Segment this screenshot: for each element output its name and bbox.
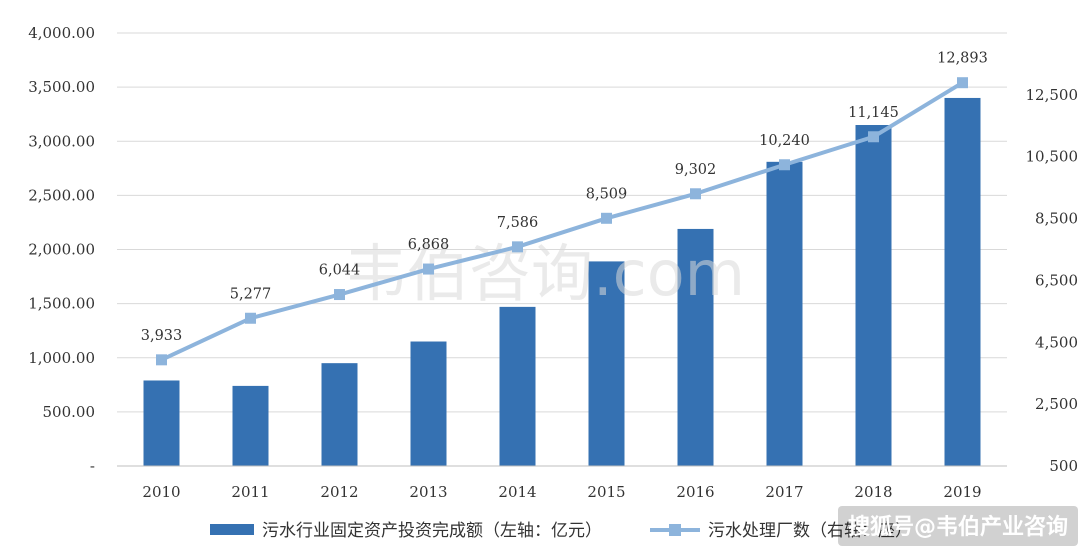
line-point	[334, 289, 345, 301]
x-tick-label: 2010	[142, 483, 180, 501]
x-tick-label: 2019	[943, 483, 981, 501]
line-point	[601, 212, 612, 224]
bar	[855, 125, 892, 466]
line-point	[423, 263, 434, 275]
line-data-label: 9,302	[675, 162, 717, 178]
x-tick-label: 2011	[231, 483, 269, 501]
x-tick-label: 2014	[498, 483, 536, 501]
bar	[321, 363, 358, 466]
line-data-label: 5,277	[230, 286, 272, 302]
left-y-tick-label: 3,000.00	[28, 132, 95, 150]
line-point	[156, 354, 167, 366]
x-tick-label: 2016	[676, 483, 714, 501]
right-y-tick-label: 8,500	[1035, 210, 1078, 228]
left-y-tick-label: 4,000.00	[28, 24, 95, 42]
line-data-label: 11,145	[848, 105, 899, 121]
line-data-label: 6,868	[408, 237, 450, 253]
line-point	[512, 241, 523, 253]
corner-watermark-text: 搜狐号@韦伯产业咨询	[848, 514, 1068, 540]
left-y-tick-label: 2,000.00	[28, 241, 95, 259]
line-point	[690, 188, 701, 200]
bar	[143, 380, 180, 466]
left-y-tick-label: 2,500.00	[28, 186, 95, 204]
bar-series	[143, 97, 981, 466]
right-y-tick-label: 4,500	[1035, 333, 1078, 351]
line-point	[779, 159, 790, 171]
right-y-tick-label: 2,500	[1035, 395, 1078, 413]
series-line	[160, 80, 964, 362]
corner-watermark: 搜狐号@韦伯产业咨询	[838, 506, 1078, 546]
legend-line-label: 污水处理厂数（右轴：座）	[708, 521, 912, 541]
left-y-axis: - 500.00 1,000.00 1,500.00 2,000.00 2,500.00 3…	[28, 24, 95, 475]
right-y-tick-label: 6,500	[1035, 271, 1078, 289]
line-series: 3,933 5,277 6,044 6,868 7,586 8,509 9,302 10,24…	[141, 51, 988, 366]
x-tick-label: 2017	[765, 483, 803, 501]
left-y-tick-label: 1,000.00	[28, 349, 95, 367]
x-tick-label: 2013	[409, 483, 447, 501]
bar	[232, 385, 269, 466]
left-y-tick-label: 3,500.00	[28, 78, 95, 96]
bar	[766, 161, 803, 466]
right-y-tick-label: 500	[1049, 457, 1078, 475]
bar	[677, 228, 714, 466]
line-data-label: 6,044	[319, 263, 361, 279]
x-tick-label: 2015	[587, 483, 625, 501]
legend-bar-label: 污水行业固定资产投资完成额（左轴：亿元）	[262, 521, 602, 541]
line-data-label: 12,893	[937, 51, 988, 67]
legend: 污水行业固定资产投资完成额（左轴：亿元） 污水处理厂数（右轴：座）	[210, 521, 912, 541]
line-data-label: 7,586	[497, 215, 539, 231]
bar	[588, 261, 625, 466]
legend-line-marker	[669, 524, 681, 536]
line-point	[957, 77, 968, 89]
line-data-label: 8,509	[586, 186, 628, 202]
right-y-tick-label: 12,500	[1026, 86, 1079, 104]
right-y-tick-label: 10,500	[1026, 148, 1079, 166]
right-y-axis: 500 2,500 4,500 6,500 8,500 10,500 12,500	[1026, 86, 1079, 475]
x-axis: 2010 2011 2012 2013 2014 2015 2016 2017 2018 2019	[117, 465, 1007, 501]
x-tick-label: 2018	[854, 483, 892, 501]
line-data-label: 10,240	[759, 133, 810, 149]
left-y-tick-label: 500.00	[43, 403, 96, 421]
bar	[499, 306, 536, 466]
line-data-label: 3,933	[141, 328, 183, 344]
bar	[944, 97, 981, 466]
legend-bar-swatch	[210, 524, 254, 535]
watermark-text: 韦伯咨询.com	[345, 237, 745, 310]
left-y-tick-label: 1,500.00	[28, 295, 95, 313]
line-point	[868, 131, 879, 143]
bar	[410, 341, 447, 466]
line-point	[245, 312, 256, 324]
x-tick-label: 2012	[320, 483, 358, 501]
left-y-tick-label: -	[90, 457, 95, 475]
